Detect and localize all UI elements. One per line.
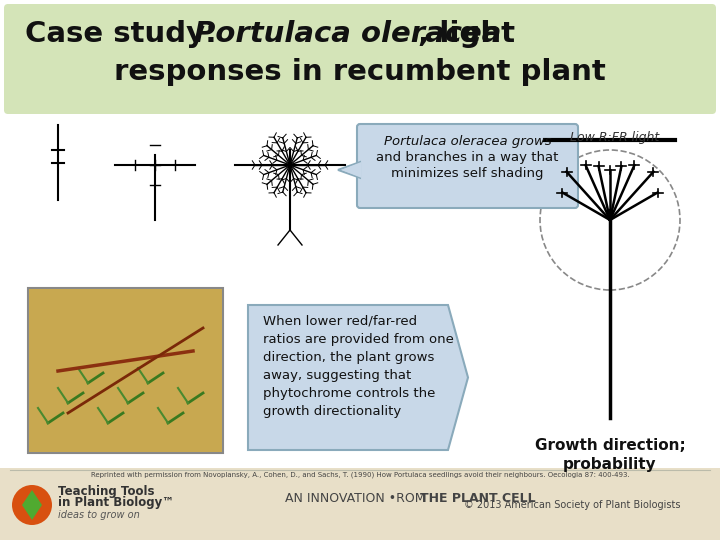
- Text: When lower red/far-red
ratios are provided from one
direction, the plant grows
a: When lower red/far-red ratios are provid…: [263, 315, 454, 418]
- Polygon shape: [338, 162, 360, 178]
- Text: © 2013 American Society of Plant Biologists: © 2013 American Society of Plant Biologi…: [464, 500, 680, 510]
- FancyBboxPatch shape: [0, 468, 720, 540]
- Text: AN INNOVATION •ROM: AN INNOVATION •ROM: [285, 491, 430, 504]
- Text: Low R:FR light: Low R:FR light: [570, 131, 660, 144]
- Text: ideas to grow on: ideas to grow on: [58, 510, 140, 520]
- Text: responses in recumbent plant: responses in recumbent plant: [114, 58, 606, 86]
- Text: Case study:: Case study:: [25, 20, 227, 48]
- Polygon shape: [248, 305, 468, 450]
- Polygon shape: [22, 490, 42, 520]
- Text: Reprinted with permission from Novoplansky, A., Cohen, D., and Sachs, T. (1990) : Reprinted with permission from Novoplans…: [91, 472, 629, 478]
- Text: and branches in a way that: and branches in a way that: [377, 151, 559, 164]
- Text: minimizes self shading: minimizes self shading: [391, 167, 544, 180]
- Text: in Plant Biology™: in Plant Biology™: [58, 496, 174, 509]
- FancyBboxPatch shape: [29, 289, 222, 452]
- Text: Portulaca oleracea: Portulaca oleracea: [194, 20, 501, 48]
- Text: Teaching Tools: Teaching Tools: [58, 485, 155, 498]
- FancyBboxPatch shape: [4, 4, 716, 114]
- FancyBboxPatch shape: [28, 288, 223, 453]
- Text: Portulaca oleracea grows: Portulaca oleracea grows: [384, 135, 552, 148]
- Text: THE PLANT CELL: THE PLANT CELL: [420, 491, 536, 504]
- Polygon shape: [341, 162, 361, 178]
- Text: , light: , light: [418, 20, 515, 48]
- Circle shape: [12, 485, 52, 525]
- FancyBboxPatch shape: [357, 124, 578, 208]
- Text: Growth direction;
probability: Growth direction; probability: [535, 438, 685, 471]
